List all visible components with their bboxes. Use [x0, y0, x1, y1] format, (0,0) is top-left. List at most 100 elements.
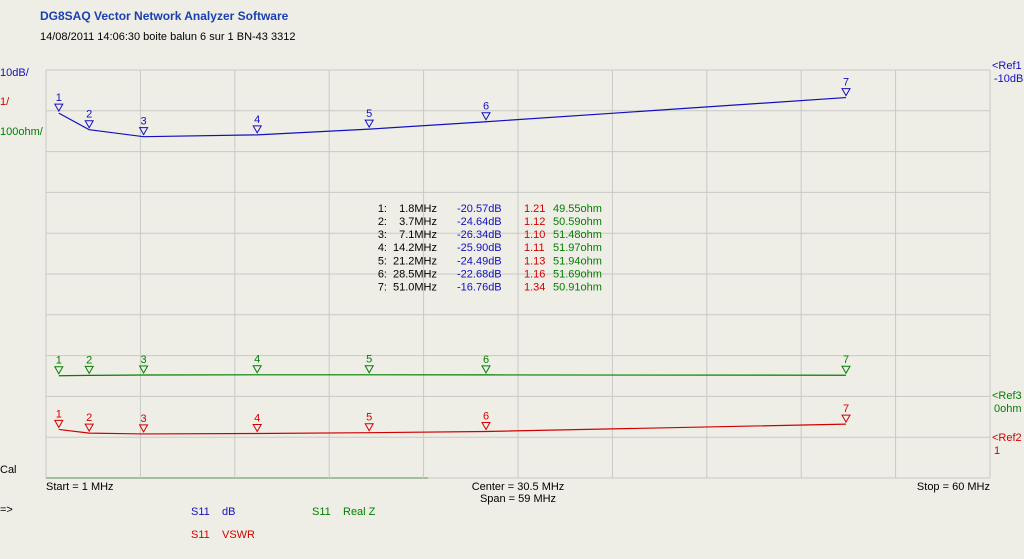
marker-label: 6	[483, 354, 489, 366]
marker-label: 3	[141, 413, 147, 425]
row-ohm: 49.55ohm	[553, 203, 602, 215]
ref3: <Ref3	[992, 390, 1022, 402]
row-freq: 1.8MHz	[399, 203, 437, 215]
db-scale: 10dB/	[0, 67, 30, 79]
row-db: -22.68dB	[457, 268, 502, 280]
marker-label: 7	[843, 76, 849, 88]
marker-label: 5	[366, 354, 372, 366]
vswr-scale: 1/	[0, 96, 10, 108]
row-ohm: 51.97ohm	[553, 242, 602, 254]
row-db: -20.57dB	[457, 203, 502, 215]
row-db: -16.76dB	[457, 282, 502, 294]
marker	[84, 120, 95, 129]
marker-label: 1	[56, 92, 62, 104]
marker-label: 5	[366, 108, 372, 120]
row-key: 7:	[378, 282, 387, 294]
row-freq: 21.2MHz	[393, 255, 437, 267]
ref1-value: -10dB	[994, 73, 1023, 85]
cal: Cal	[0, 464, 17, 476]
marker	[252, 424, 263, 433]
marker	[841, 365, 851, 375]
marker	[138, 424, 149, 433]
marker	[53, 366, 64, 375]
row-key: 1:	[378, 203, 387, 215]
marker-label: 2	[86, 354, 92, 366]
marker-label: 5	[366, 412, 372, 424]
ref1: <Ref1	[992, 60, 1022, 72]
marker	[841, 88, 851, 97]
marker	[841, 414, 851, 424]
marker-label: 3	[141, 116, 147, 128]
legend-param: S11	[312, 506, 331, 518]
marker-label: 2	[86, 109, 92, 121]
marker	[481, 365, 491, 374]
legend-name: Real Z	[343, 506, 376, 518]
span: Span = 59 MHz	[480, 493, 556, 505]
marker	[481, 421, 491, 431]
marker	[364, 423, 375, 432]
row-vswr: 1.13	[524, 255, 545, 267]
marker	[364, 119, 375, 129]
row-key: 4:	[378, 242, 387, 254]
row-ohm: 50.91ohm	[553, 282, 602, 294]
marker-label: 1	[56, 408, 62, 420]
legend-name: VSWR	[222, 529, 255, 541]
row-freq: 51.0MHz	[393, 282, 437, 294]
legend-param: S11	[191, 506, 210, 518]
ref2-value: 1	[994, 445, 1000, 457]
row-key: 3:	[378, 229, 387, 241]
marker	[481, 112, 491, 121]
stop: Stop = 60 MHz	[917, 481, 990, 493]
row-freq: 14.2MHz	[393, 242, 437, 254]
row-db: -24.49dB	[457, 255, 502, 267]
marker-label: 7	[843, 354, 849, 366]
row-vswr: 1.10	[524, 229, 545, 241]
title: DG8SAQ Vector Network Analyzer Software	[40, 9, 289, 23]
marker	[53, 103, 64, 113]
row-ohm: 51.69ohm	[553, 268, 602, 280]
marker-label: 4	[254, 114, 260, 126]
ref3-value: 0ohm	[994, 403, 1022, 415]
row-key: 5:	[378, 255, 387, 267]
info: 14/08/2011 14:06:30 boite balun 6 sur 1 …	[40, 31, 295, 43]
marker-label: 6	[483, 101, 489, 113]
marker-label: 6	[483, 410, 489, 422]
marker	[84, 423, 95, 433]
row-vswr: 1.21	[524, 203, 545, 215]
marker	[252, 365, 263, 374]
center: Center = 30.5 MHz	[472, 481, 565, 493]
marker	[364, 365, 375, 374]
trace	[58, 423, 847, 435]
row-vswr: 1.11	[524, 242, 545, 254]
marker	[138, 365, 149, 375]
start: Start = 1 MHz	[46, 481, 114, 493]
marker-label: 7	[843, 403, 849, 415]
marker	[53, 419, 64, 429]
prompt: =>	[0, 504, 13, 516]
row-key: 2:	[378, 216, 387, 228]
marker	[84, 365, 95, 375]
legend-param: S11	[191, 529, 210, 541]
row-db: -26.34dB	[457, 229, 502, 241]
row-freq: 7.1MHz	[399, 229, 437, 241]
marker-label: 4	[254, 412, 260, 424]
row-ohm: 51.94ohm	[553, 255, 602, 267]
row-vswr: 1.12	[524, 216, 545, 228]
row-vswr: 1.16	[524, 268, 545, 280]
ohm-scale: 100ohm/	[0, 126, 44, 138]
marker	[252, 125, 263, 134]
row-db: -24.64dB	[457, 216, 502, 228]
marker	[138, 127, 149, 136]
row-ohm: 50.59ohm	[553, 216, 602, 228]
marker-label: 2	[86, 412, 92, 424]
trace	[58, 96, 847, 138]
row-vswr: 1.34	[524, 282, 545, 294]
trace	[58, 374, 847, 377]
row-key: 6:	[378, 268, 387, 280]
legend-name: dB	[222, 506, 235, 518]
marker-label: 3	[141, 354, 147, 366]
marker-label: 4	[254, 354, 260, 366]
marker-label: 1	[56, 355, 62, 367]
